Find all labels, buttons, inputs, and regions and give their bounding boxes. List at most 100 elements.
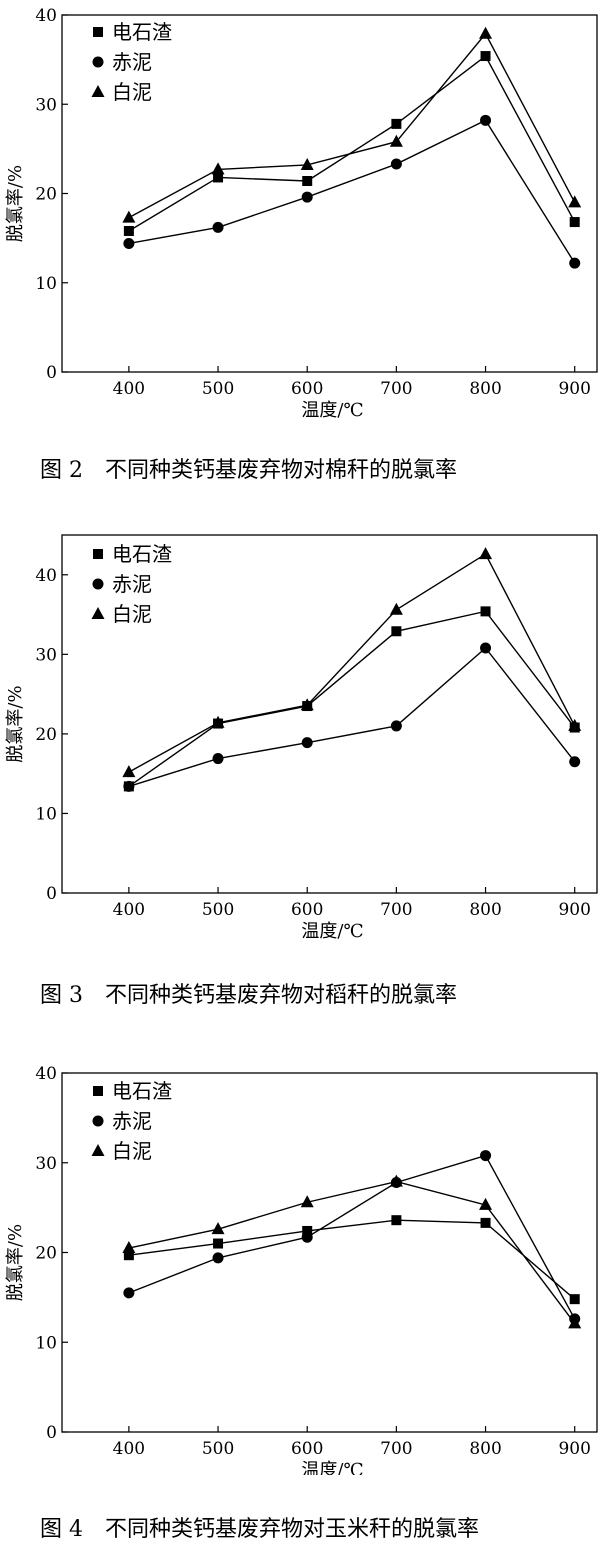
y-tick-label: 40	[35, 6, 57, 26]
x-tick-label: 700	[380, 1439, 412, 1459]
data-point	[480, 51, 491, 62]
data-point	[122, 765, 136, 778]
legend-marker	[93, 549, 103, 559]
y-tick-label: 20	[35, 725, 57, 745]
data-point	[568, 1316, 582, 1329]
data-point	[300, 1195, 314, 1208]
legend-label: 电石渣	[112, 542, 172, 566]
x-axis-label: 温度/℃	[301, 400, 363, 421]
chart-panel-rice-stalk: 400 500 600 700 800 900 0 10 20 30 40 温度/℃ 脱氯率/% 电石渣赤…	[0, 520, 600, 1035]
y-tick-label: 10	[35, 1333, 57, 1353]
y-tick-label: 40	[35, 1064, 57, 1084]
line-chart: 400 500 600 700 800 900 0 10 20 30 40 温度/℃ 脱氯率/% 电石渣赤…	[5, 6, 598, 421]
data-point	[301, 737, 313, 749]
data-point	[123, 237, 135, 249]
data-point	[568, 718, 582, 731]
x-tick-label: 900	[558, 900, 590, 920]
legend-marker	[92, 56, 104, 68]
y-tick-label: 20	[35, 1244, 57, 1264]
legend-label: 白泥	[112, 80, 152, 104]
legend-label: 赤泥	[112, 50, 152, 74]
legend-marker	[92, 578, 104, 590]
series-line	[128, 119, 576, 264]
series-line	[128, 1154, 576, 1320]
x-tick-label: 500	[202, 1439, 234, 1459]
data-point	[300, 698, 314, 711]
series-line	[128, 610, 576, 787]
data-point	[390, 720, 402, 732]
x-tick-label: 800	[469, 379, 501, 399]
data-point	[211, 715, 225, 728]
data-point	[480, 642, 492, 654]
series-triangle	[122, 26, 582, 223]
data-point	[480, 114, 492, 126]
data-point	[211, 1222, 225, 1235]
y-tick-label: 10	[35, 804, 57, 824]
x-tick-label: 700	[380, 379, 412, 399]
data-point	[480, 1217, 491, 1228]
x-axis-label: 温度/℃	[301, 1460, 363, 1475]
x-tick-label: 800	[469, 1439, 501, 1459]
data-point	[479, 547, 493, 560]
series-triangle	[122, 1174, 582, 1329]
series-square	[123, 606, 580, 792]
data-point	[300, 157, 314, 170]
data-point	[391, 1215, 402, 1226]
x-tick-label: 600	[291, 379, 323, 399]
x-tick-label: 800	[469, 900, 501, 920]
data-point	[301, 191, 313, 203]
legend-label: 赤泥	[112, 1109, 152, 1133]
legend-marker	[92, 1115, 104, 1127]
data-point	[123, 780, 135, 792]
legend-marker	[91, 85, 105, 97]
data-point	[569, 756, 581, 768]
data-point	[389, 1174, 403, 1187]
x-tick-label: 400	[113, 1439, 145, 1459]
line-chart: 400 500 600 700 800 900 0 10 20 30 40 温度/℃ 脱氯率/% 电石渣赤…	[5, 534, 598, 942]
data-point	[569, 217, 580, 228]
y-tick-label: 0	[46, 1423, 57, 1443]
data-point	[480, 1150, 492, 1162]
series-line	[128, 1219, 576, 1300]
plot-frame	[61, 534, 598, 894]
x-tick-label: 400	[113, 379, 145, 399]
data-point	[302, 1225, 313, 1236]
data-point	[301, 1231, 313, 1243]
data-point	[569, 1294, 580, 1305]
chart-panel-corn-stalk: 400 500 600 700 800 900 0 10 20 30 40 温度/℃ 脱氯率/% 电石渣赤…	[0, 1035, 600, 1551]
x-tick-label: 700	[380, 900, 412, 920]
data-point	[390, 158, 402, 170]
y-tick-label: 30	[35, 95, 57, 115]
series-square	[123, 51, 580, 236]
data-point	[389, 134, 403, 147]
x-tick-label: 400	[113, 900, 145, 920]
y-tick-label: 30	[35, 645, 57, 665]
data-point	[122, 1241, 136, 1254]
legend-label: 电石渣	[112, 20, 172, 44]
data-point	[391, 118, 402, 129]
x-axis-label: 温度/℃	[301, 921, 363, 942]
data-point	[302, 176, 313, 187]
y-tick-label: 30	[35, 1154, 57, 1174]
data-point	[480, 606, 491, 617]
y-tick-label: 40	[35, 566, 57, 586]
legend-marker	[91, 607, 105, 619]
series-line	[128, 55, 576, 232]
y-tick-label: 0	[46, 884, 57, 904]
y-axis-label: 脱氯率/%	[5, 1224, 26, 1301]
data-point	[389, 602, 403, 615]
data-point	[212, 221, 224, 233]
data-point	[391, 626, 402, 637]
chart-panel-cotton-stalk: 400 500 600 700 800 900 0 10 20 30 40 温度/℃ 脱氯率/% 电石渣赤…	[0, 0, 600, 520]
y-tick-label: 0	[46, 363, 57, 383]
line-chart: 400 500 600 700 800 900 0 10 20 30 40 温度/℃ 脱氯率/% 电石渣赤…	[5, 1064, 598, 1475]
data-point	[211, 162, 225, 175]
y-axis-label: 脱氯率/%	[5, 685, 26, 762]
y-axis-label: 脱氯率/%	[5, 165, 26, 242]
legend-label: 白泥	[112, 1139, 152, 1163]
data-point	[122, 210, 136, 223]
x-tick-label: 500	[202, 900, 234, 920]
series-line	[128, 32, 576, 219]
